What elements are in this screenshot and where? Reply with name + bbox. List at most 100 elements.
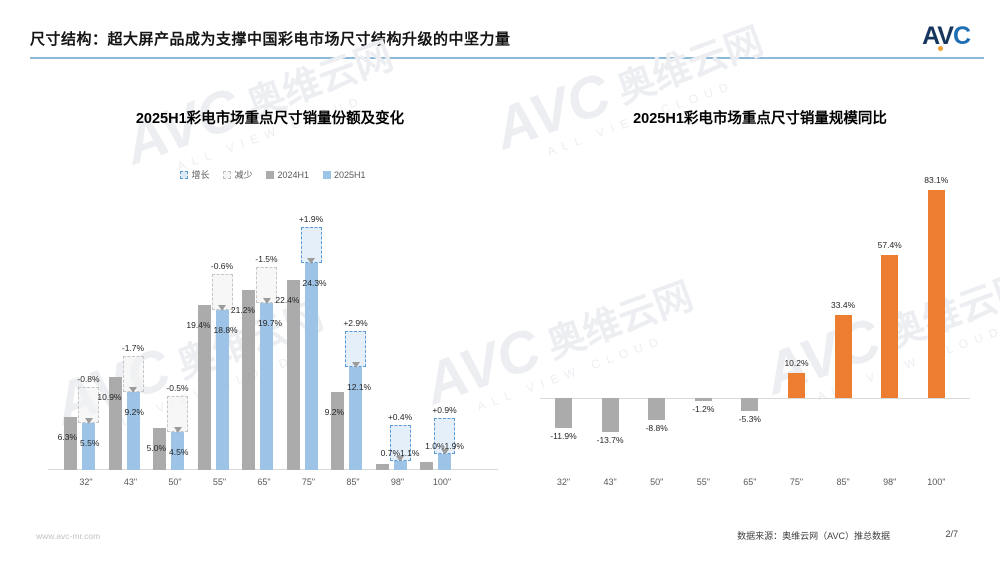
x-axis-tick-label: 85" <box>346 477 360 487</box>
bar-2025h1 <box>82 423 95 470</box>
value-label-2024h1: 5.0% <box>146 442 166 453</box>
change-label: -1.5% <box>255 253 278 264</box>
page-title: 尺寸结构：超大屏产品成为支撑中国彩电市场尺寸结构升级的中坚力量 <box>30 31 511 48</box>
bar-2025h1 <box>171 431 184 470</box>
arrow-down-icon <box>440 448 449 455</box>
right-chart-title: 2025H1彩电市场重点尺寸销量规模同比 <box>633 111 887 127</box>
value-label-yoy: -5.3% <box>738 414 761 425</box>
value-label-yoy: -11.9% <box>550 430 577 441</box>
legend-label: 减少 <box>234 170 253 180</box>
left-chart-title: 2025H1彩电市场重点尺寸销量份额及变化 <box>135 111 405 127</box>
bar-2025h1 <box>304 263 318 470</box>
right-plot: -11.9% 32" -13.7% 43" -8.8% 50" -1.2% 55" -5.3% 6… <box>540 160 970 487</box>
x-axis-tick-label: 98" <box>390 477 405 487</box>
logo-text-c: C <box>952 22 971 50</box>
x-axis-tick-label: 100" <box>927 477 946 487</box>
bar-2024h1 <box>108 377 122 470</box>
value-label-yoy: -1.2% <box>692 404 715 414</box>
legend-item-2024h1: 2024H1 <box>266 170 309 180</box>
logo-dot-icon <box>938 46 943 51</box>
bar-2024h1 <box>331 391 344 470</box>
legend-label: 2024H1 <box>277 169 310 180</box>
x-axis-tick-label: 85" <box>836 477 850 487</box>
value-label-2025h1: 19.7% <box>258 317 283 328</box>
value-label-2024h1: 6.3% <box>57 431 77 442</box>
x-axis-tick-label: 75" <box>301 477 316 487</box>
series-2024h1-swatch-icon <box>266 170 275 179</box>
value-label-2024h1: 1.0% <box>425 440 445 451</box>
value-label-yoy: 57.4% <box>877 239 902 250</box>
x-axis-tick-label: 100" <box>432 477 452 487</box>
bar-yoy-negative <box>694 398 712 401</box>
value-label-yoy: 10.2% <box>784 357 809 368</box>
bar-yoy-negative <box>555 398 572 428</box>
change-label: -0.8% <box>77 374 100 385</box>
value-label-2025h1: 12.1% <box>347 382 372 393</box>
value-label-yoy: -13.7% <box>596 435 624 446</box>
arrow-down-icon <box>173 426 182 433</box>
decrease-swatch-icon <box>223 170 232 179</box>
arrow-down-icon <box>351 362 360 369</box>
arrow-down-icon <box>262 297 271 304</box>
bar-yoy-negative <box>741 398 759 412</box>
value-label-2025h1: 4.5% <box>169 446 189 457</box>
change-label: -0.5% <box>166 382 189 393</box>
arrow-down-icon <box>129 386 137 393</box>
value-label-2024h1: 10.9% <box>97 392 122 403</box>
arrow-down-icon <box>84 418 93 425</box>
left-chart-legend: 增长 减少 2024H1 2025H1 <box>48 168 498 181</box>
increase-swatch-icon <box>180 170 189 179</box>
value-label-2025h1: 9.2% <box>124 406 144 417</box>
bar-2025h1 <box>438 453 451 470</box>
bar-2024h1 <box>64 416 77 470</box>
value-label-2024h1: 21.2% <box>230 304 255 315</box>
bar-2025h1 <box>393 460 407 470</box>
x-axis-tick-label: 65" <box>257 477 271 487</box>
x-axis-tick-label: 43" <box>123 477 138 487</box>
x-axis-tick-label: 50" <box>168 477 182 487</box>
value-label-2025h1: 1.1% <box>400 447 420 458</box>
x-axis-tick-label: 65" <box>743 477 757 487</box>
legend-item-decrease: 减少 <box>223 168 252 181</box>
value-label-2024h1: 9.2% <box>324 406 344 417</box>
bar-2025h1 <box>260 302 273 470</box>
x-axis-tick-label: 98" <box>883 477 897 487</box>
value-label-2024h1: 0.7% <box>380 447 400 458</box>
x-axis-tick-label: 32" <box>79 477 93 487</box>
bar-2025h1 <box>349 367 362 470</box>
value-label-2025h1: 18.8% <box>213 325 238 336</box>
watermark-name: 奥维云网 <box>611 20 769 112</box>
avc-logo: AVC <box>922 22 971 51</box>
bar-2025h1 <box>126 391 140 470</box>
value-label-2025h1: 1.9% <box>444 440 464 451</box>
footer-page-number: 2/7 <box>945 529 958 539</box>
bar-2024h1 <box>197 305 211 470</box>
left-plot: -0.8% 6.3% 5.5% 32" -1.7% 10.9% 9.2% 43" -0.5% 5.… <box>48 200 498 487</box>
x-axis-tick-label: 32" <box>556 477 571 487</box>
value-label-2024h1: 19.4% <box>186 320 211 331</box>
value-label-2024h1: 22.4% <box>275 294 300 305</box>
arrow-down-icon <box>307 258 315 265</box>
change-label: +2.9% <box>343 318 368 329</box>
x-axis-tick-label: 55" <box>696 477 710 487</box>
change-label: +0.9% <box>432 404 457 415</box>
arrow-down-icon <box>218 305 226 312</box>
x-axis-tick-label: 50" <box>650 477 664 487</box>
x-axis-tick-label: 43" <box>603 477 617 487</box>
bar-2024h1 <box>153 427 166 470</box>
value-label-2025h1: 5.5% <box>80 438 100 449</box>
value-label-yoy: 83.1% <box>924 175 949 186</box>
bar-yoy-negative <box>648 398 666 420</box>
bar-2024h1 <box>286 279 300 470</box>
bar-yoy-positive <box>927 190 945 399</box>
header-divider <box>30 57 984 59</box>
change-label: +1.9% <box>298 214 324 225</box>
footer-data-source: 数据来源：奥维云网（AVC）推总数据 <box>737 531 890 541</box>
bar-yoy-negative <box>601 398 619 433</box>
value-label-yoy: -8.8% <box>645 423 668 433</box>
change-label: -1.7% <box>121 342 145 353</box>
bar-2025h1 <box>215 310 229 470</box>
